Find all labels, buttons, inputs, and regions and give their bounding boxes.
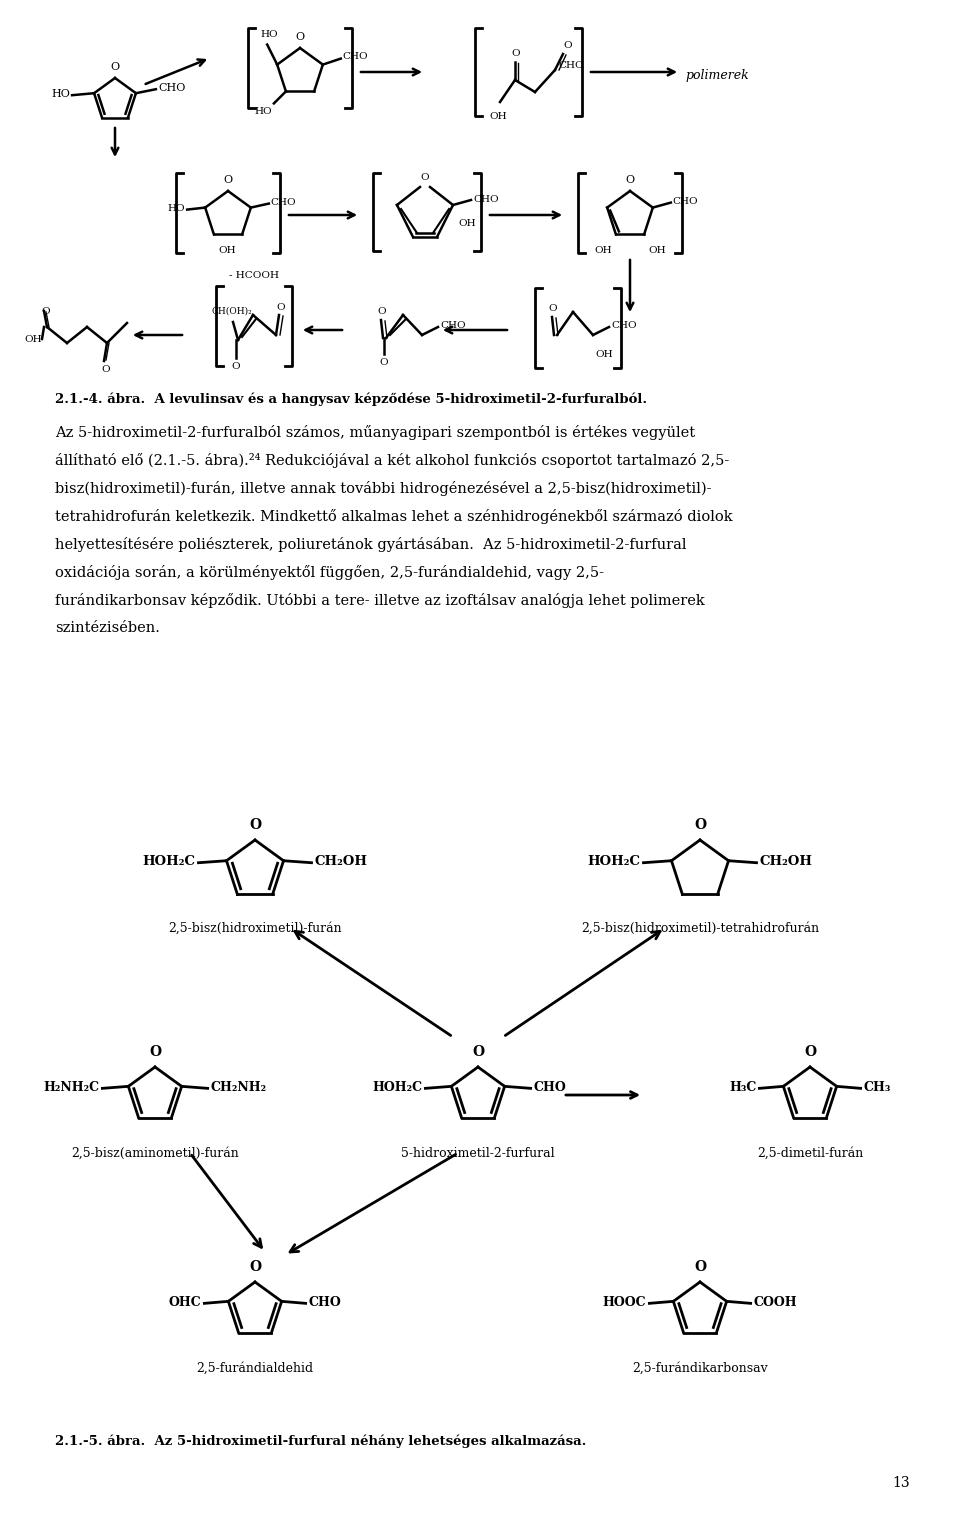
- Text: tetrahidrofurán keletkezik. Mindkettő alkalmas lehet a szénhidrogénekből származ: tetrahidrofurán keletkezik. Mindkettő al…: [55, 509, 732, 524]
- Text: CHO: CHO: [158, 83, 185, 94]
- Text: CHO: CHO: [534, 1080, 566, 1094]
- Text: O: O: [224, 176, 232, 185]
- Text: 2,5-furándikarbonsav: 2,5-furándikarbonsav: [632, 1362, 768, 1376]
- Text: CH(OH)₂: CH(OH)₂: [211, 308, 252, 317]
- Text: O: O: [110, 62, 120, 73]
- Text: O: O: [549, 305, 558, 314]
- Text: 2,5-furándialdehid: 2,5-furándialdehid: [197, 1362, 314, 1376]
- Text: furándikarbonsav képződik. Utóbbi a tere- illetve az izoftálsav analógja lehet p: furándikarbonsav képződik. Utóbbi a tere…: [55, 592, 705, 608]
- Text: CH₂OH: CH₂OH: [315, 856, 368, 868]
- Text: O: O: [694, 1260, 706, 1274]
- Text: HO: HO: [260, 30, 278, 38]
- Text: O: O: [625, 176, 635, 185]
- Text: állítható elő (2.1.-5. ábra).²⁴ Redukciójával a két alkohol funkciós csoportot t: állítható elő (2.1.-5. ábra).²⁴ Redukció…: [55, 453, 730, 468]
- Text: Az 5-hidroximetil-2-furfuralból számos, műanyagipari szempontból is értékes vegy: Az 5-hidroximetil-2-furfuralból számos, …: [55, 426, 695, 439]
- Text: CH₂NH₂: CH₂NH₂: [210, 1080, 267, 1094]
- Text: O: O: [249, 818, 261, 832]
- Text: O: O: [149, 1045, 161, 1059]
- Text: OHC: OHC: [169, 1295, 202, 1309]
- Text: OH: OH: [218, 247, 235, 256]
- Text: COOH: COOH: [754, 1295, 797, 1309]
- Text: O: O: [249, 1260, 261, 1274]
- Text: CHO: CHO: [673, 197, 699, 206]
- Text: 2,5-bisz(hidroximetil)-furán: 2,5-bisz(hidroximetil)-furán: [168, 923, 342, 935]
- Text: O: O: [377, 308, 386, 317]
- Text: 2.1.-5. ábra.  Az 5-hidroximetil-furfural néhány lehetséges alkalmazása.: 2.1.-5. ábra. Az 5-hidroximetil-furfural…: [55, 1435, 587, 1448]
- Text: O: O: [380, 358, 388, 367]
- Text: O: O: [694, 818, 706, 832]
- Text: O: O: [276, 303, 285, 312]
- Text: O: O: [102, 365, 110, 374]
- Text: O: O: [420, 173, 429, 182]
- Text: OH: OH: [24, 335, 42, 344]
- Text: CH₂OH: CH₂OH: [759, 856, 812, 868]
- Text: H₃C: H₃C: [729, 1080, 756, 1094]
- Text: HO: HO: [51, 89, 70, 98]
- Text: CHO: CHO: [343, 52, 369, 61]
- Text: 2,5-bisz(hidroximetil)-tetrahidrofurán: 2,5-bisz(hidroximetil)-tetrahidrofurán: [581, 923, 819, 935]
- Text: polimerek: polimerek: [685, 68, 749, 82]
- Text: CHO: CHO: [271, 198, 297, 208]
- Text: HO: HO: [168, 205, 185, 214]
- Text: O: O: [512, 48, 520, 58]
- Text: - HCOOH: - HCOOH: [229, 271, 279, 280]
- Text: 2,5-bisz(aminometil)-furán: 2,5-bisz(aminometil)-furán: [71, 1147, 239, 1160]
- Text: O: O: [804, 1045, 816, 1059]
- Text: OH: OH: [458, 220, 475, 227]
- Text: H₂NH₂C: H₂NH₂C: [43, 1080, 100, 1094]
- Text: CHO: CHO: [440, 321, 466, 329]
- Text: CHO: CHO: [611, 321, 636, 329]
- Text: OH: OH: [594, 247, 612, 256]
- Text: HO: HO: [254, 108, 272, 117]
- Text: O: O: [472, 1045, 484, 1059]
- Text: 13: 13: [893, 1476, 910, 1489]
- Text: HOH₂C: HOH₂C: [588, 856, 640, 868]
- Text: OH: OH: [648, 247, 665, 256]
- Text: CHO: CHO: [558, 61, 584, 70]
- Text: helyettesítésére poliészterek, poliuretánok gyártásában.  Az 5-hidroximetil-2-fu: helyettesítésére poliészterek, poliuretá…: [55, 536, 686, 551]
- Text: OH: OH: [490, 112, 507, 121]
- Text: CH₃: CH₃: [864, 1080, 891, 1094]
- Text: O: O: [296, 32, 304, 42]
- Text: O: O: [231, 362, 240, 371]
- Text: szintézisében.: szintézisében.: [55, 621, 160, 635]
- Text: bisz(hidroximetil)-furán, illetve annak további hidrogénezésével a 2,5-bisz(hidr: bisz(hidroximetil)-furán, illetve annak …: [55, 480, 711, 495]
- Text: HOH₂C: HOH₂C: [372, 1080, 422, 1094]
- Text: CHO: CHO: [308, 1295, 342, 1309]
- Text: 5-hidroximetil-2-furfural: 5-hidroximetil-2-furfural: [401, 1147, 555, 1160]
- Text: 2.1.-4. ábra.  A levulinsav és a hangysav képződése 5-hidroximetil-2-furfuralból: 2.1.-4. ábra. A levulinsav és a hangysav…: [55, 392, 647, 406]
- Text: O: O: [563, 41, 571, 50]
- Text: O: O: [41, 308, 50, 317]
- Text: HOH₂C: HOH₂C: [142, 856, 196, 868]
- Text: 2,5-dimetil-furán: 2,5-dimetil-furán: [756, 1147, 863, 1160]
- Text: HOOC: HOOC: [603, 1295, 646, 1309]
- Text: oxidációja során, a körülményektől függően, 2,5-furándialdehid, vagy 2,5-: oxidációja során, a körülményektől függő…: [55, 565, 604, 580]
- Text: OH: OH: [595, 350, 612, 359]
- Text: CHO: CHO: [473, 194, 498, 203]
